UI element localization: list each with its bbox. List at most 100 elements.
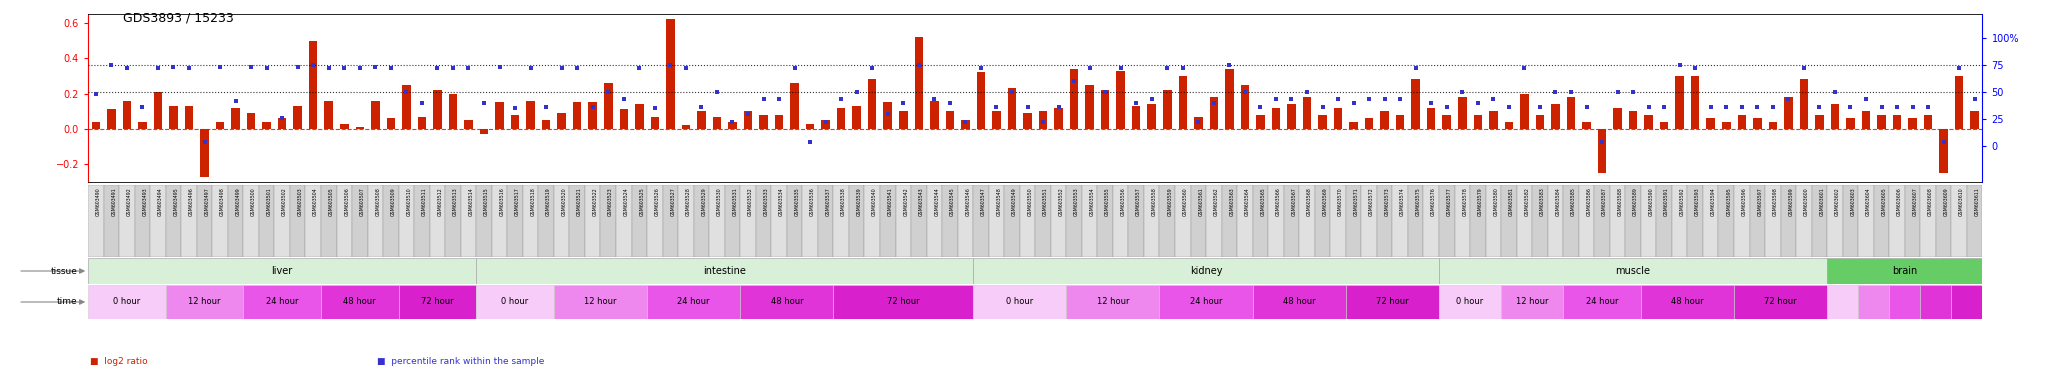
Bar — [973, 185, 989, 257]
Bar — [1862, 111, 1870, 129]
Point — [1384, 96, 1417, 102]
Text: GSM603571: GSM603571 — [1354, 187, 1358, 216]
Bar — [774, 115, 782, 129]
Point — [1212, 62, 1245, 68]
Text: GSM603506: GSM603506 — [344, 187, 350, 216]
Text: GSM603599: GSM603599 — [1788, 187, 1794, 216]
Text: 0 hour: 0 hour — [1456, 298, 1483, 306]
Text: GSM603531: GSM603531 — [733, 187, 737, 216]
Bar — [961, 120, 969, 129]
Text: GSM603525: GSM603525 — [639, 187, 645, 216]
Bar — [573, 103, 582, 129]
Text: GSM603503: GSM603503 — [297, 187, 303, 216]
Bar — [1939, 129, 1948, 173]
Point — [1571, 104, 1604, 110]
Text: 48 hour: 48 hour — [344, 298, 377, 306]
Bar — [1905, 185, 1921, 257]
Bar — [1956, 76, 1964, 129]
Point — [1802, 104, 1835, 110]
Bar — [864, 185, 881, 257]
Bar — [92, 122, 100, 129]
Text: GSM603562: GSM603562 — [1214, 187, 1219, 216]
Bar — [1411, 79, 1419, 129]
Text: GSM603580: GSM603580 — [1493, 187, 1499, 216]
Point — [1663, 62, 1696, 68]
Point — [1911, 104, 1944, 110]
Bar — [262, 122, 270, 129]
Text: 0 hour: 0 hour — [502, 298, 528, 306]
Bar — [1966, 185, 1982, 257]
Bar — [834, 285, 973, 319]
Bar — [197, 185, 213, 257]
Bar — [309, 41, 317, 129]
Bar — [1004, 185, 1020, 257]
Bar — [600, 185, 616, 257]
Bar — [1923, 115, 1933, 129]
Point — [1538, 89, 1571, 95]
Text: GSM603577: GSM603577 — [1446, 187, 1452, 216]
Bar — [616, 185, 631, 257]
Text: GSM603572: GSM603572 — [1370, 187, 1374, 216]
Bar — [324, 101, 334, 129]
Point — [127, 104, 160, 110]
Bar — [743, 111, 752, 129]
Text: GSM603532: GSM603532 — [748, 187, 754, 216]
Point — [731, 111, 764, 117]
Point — [918, 96, 950, 102]
Text: 24 hour: 24 hour — [678, 298, 711, 306]
Point — [514, 65, 547, 71]
Text: GSM603540: GSM603540 — [872, 187, 877, 216]
Bar — [1610, 185, 1626, 257]
Bar — [1085, 85, 1094, 129]
Bar — [340, 124, 348, 129]
Text: GSM603592: GSM603592 — [1679, 187, 1686, 216]
Text: ■  percentile rank within the sample: ■ percentile rank within the sample — [377, 358, 545, 366]
Point — [1198, 100, 1231, 106]
Bar — [709, 185, 725, 257]
Text: GSM603514: GSM603514 — [469, 187, 473, 216]
Text: GSM603528: GSM603528 — [686, 187, 690, 216]
Text: GSM603524: GSM603524 — [625, 187, 629, 216]
Text: GSM603490: GSM603490 — [96, 187, 100, 216]
Bar — [1532, 185, 1548, 257]
Bar — [958, 185, 973, 257]
Text: GSM603501: GSM603501 — [266, 187, 272, 216]
Bar — [1397, 115, 1405, 129]
Bar — [1645, 115, 1653, 129]
Bar — [154, 92, 162, 129]
Bar — [666, 19, 674, 129]
Bar — [231, 108, 240, 129]
Bar — [88, 258, 477, 284]
Bar — [791, 83, 799, 129]
Text: 0 hour: 0 hour — [113, 298, 141, 306]
Text: GSM603609: GSM603609 — [1944, 187, 1948, 216]
Bar — [1098, 185, 1112, 257]
Point — [856, 65, 889, 71]
Bar — [1145, 185, 1159, 257]
Bar — [1815, 115, 1823, 129]
Point — [1554, 89, 1587, 95]
Bar — [1579, 185, 1593, 257]
Bar — [786, 185, 803, 257]
Text: GSM603554: GSM603554 — [1090, 187, 1094, 216]
Point — [188, 139, 221, 145]
Bar — [1407, 185, 1423, 257]
Bar — [1176, 185, 1190, 257]
Text: GSM603544: GSM603544 — [934, 187, 940, 216]
Bar — [1501, 285, 1563, 319]
Bar — [279, 118, 287, 129]
Text: 72 hour: 72 hour — [887, 298, 920, 306]
Bar — [1458, 97, 1466, 129]
Text: GSM603593: GSM603593 — [1696, 187, 1700, 216]
Bar — [1020, 185, 1034, 257]
Text: GSM603536: GSM603536 — [811, 187, 815, 216]
Bar — [305, 185, 322, 257]
Text: GSM603529: GSM603529 — [700, 187, 707, 216]
Text: GSM603512: GSM603512 — [438, 187, 442, 216]
Bar — [1362, 185, 1376, 257]
Text: GSM603586: GSM603586 — [1587, 187, 1591, 216]
Text: GSM603510: GSM603510 — [406, 187, 412, 216]
Text: GSM603608: GSM603608 — [1927, 187, 1933, 216]
Point — [653, 62, 686, 68]
Text: ■  log2 ratio: ■ log2 ratio — [90, 358, 147, 366]
